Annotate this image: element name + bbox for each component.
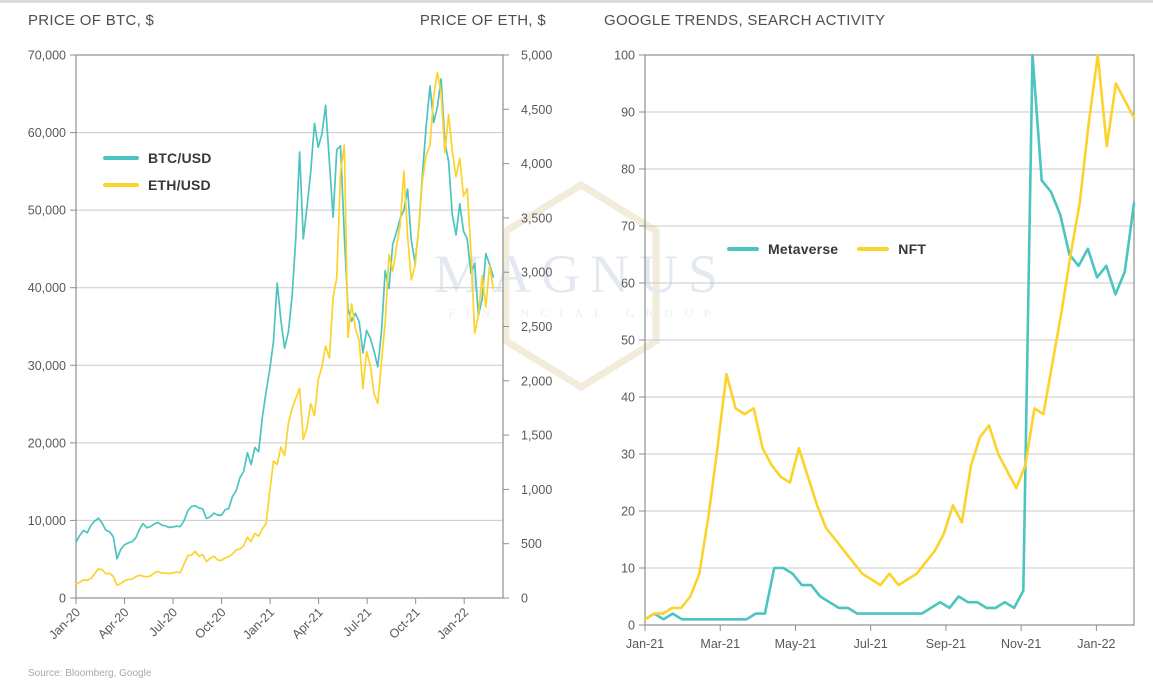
- secondary-y-axis-tick-label: 0: [521, 592, 528, 606]
- y-axis-tick-label: 30: [621, 448, 635, 462]
- x-axis-tick-label: Jan-20: [46, 605, 83, 642]
- y-axis-tick-label: 50,000: [28, 204, 66, 218]
- secondary-y-axis-tick-label: 2,000: [521, 374, 552, 388]
- y-axis-tick-label: 70: [621, 220, 635, 234]
- x-axis-tick-label: Jan-22: [434, 605, 471, 642]
- series-line-eth-usd: [75, 71, 495, 587]
- series-line-metaverse: [643, 53, 1136, 621]
- legend-swatch-icon: [857, 247, 890, 251]
- legend-swatch-icon: [103, 156, 139, 160]
- y-axis-tick-label: 90: [621, 106, 635, 120]
- series-line-nft: [643, 53, 1136, 621]
- magnus-hexagon-logo-icon: [502, 180, 660, 392]
- btc-eth-plot-area: 0 10,000 20,000 30,000 40,000 50,000 60,000 70,…: [28, 49, 553, 643]
- x-axis-tick-label: May-21: [775, 637, 817, 651]
- legend-item-nft: NFT: [857, 241, 926, 257]
- y-axis-tick-label: 30,000: [28, 359, 66, 373]
- secondary-y-axis-tick-label: 500: [521, 537, 542, 551]
- y-axis-tick-label: 60: [621, 277, 635, 291]
- x-axis-tick-label: Jul-20: [146, 605, 180, 639]
- plot-border: [644, 54, 1135, 626]
- y-axis-tick-label: 0: [628, 619, 635, 633]
- y-axis-tick-label: 20,000: [28, 436, 66, 450]
- secondary-y-axis-tick-label: 4,500: [521, 103, 552, 117]
- secondary-y-axis-tick-label: 3,000: [521, 266, 552, 280]
- x-axis-tick-label: Apr-21: [289, 605, 325, 641]
- legend-label: ETH/USD: [148, 177, 211, 193]
- google-trends-chart: GOOGLE TRENDS, SEARCH ACTIVITY 0 10 20 30 40…: [570, 0, 1153, 692]
- y-axis-tick-label: 40,000: [28, 281, 66, 295]
- btc-eth-price-chart: PRICE OF BTC, $ PRICE OF ETH, $ 0 10,000 2…: [0, 0, 570, 692]
- legend-item-eth-usd: ETH/USD: [103, 177, 212, 193]
- secondary-y-axis-tick-label: 1,000: [521, 483, 552, 497]
- legend-item-btc-usd: BTC/USD: [103, 150, 212, 166]
- legend-item-metaverse: Metaverse: [727, 241, 838, 257]
- x-axis-tick-label: Oct-21: [386, 605, 422, 641]
- plot-border: [75, 54, 504, 599]
- x-axis-tick-label: Jan-21: [240, 605, 277, 642]
- trends-plot-area: 0 10 20 30 40 50 60 70 80 90 100 Jan-21 Mar-21 May-21…: [614, 49, 1136, 651]
- btc-eth-legend: BTC/USD ETH/USD: [103, 150, 212, 193]
- secondary-y-axis-tick-label: 2,500: [521, 320, 552, 334]
- watermark-text: MAGNUS: [433, 244, 729, 304]
- trends-legend: Metaverse NFT: [727, 241, 926, 257]
- legend-label: BTC/USD: [148, 150, 212, 166]
- y-axis-tick-label: 70,000: [28, 49, 66, 63]
- y-axis-tick-label: 40: [621, 391, 635, 405]
- x-axis-tick-label: Jan-22: [1077, 637, 1115, 651]
- y-axis-tick-label: 60,000: [28, 126, 66, 140]
- x-axis-tick-label: Nov-21: [1001, 637, 1041, 651]
- y-axis-tick-label: 80: [621, 163, 635, 177]
- secondary-y-axis-tick-label: 5,000: [521, 49, 552, 63]
- window-top-edge: [0, 0, 1153, 3]
- x-axis-tick-label: Oct-20: [192, 605, 228, 641]
- x-axis-tick-label: Mar-21: [700, 637, 740, 651]
- y-axis-tick-label: 20: [621, 505, 635, 519]
- legend-swatch-icon: [103, 183, 139, 187]
- legend-label: Metaverse: [768, 241, 839, 257]
- source-note: Source: Bloomberg, Google: [28, 668, 152, 679]
- secondary-y-axis-tick-label: 3,500: [521, 211, 552, 225]
- x-axis-tick-label: Jul-21: [854, 637, 888, 651]
- series-line-btc-usd: [75, 78, 495, 560]
- secondary-y-axis-tick-label: 4,000: [521, 157, 552, 171]
- secondary-y-axis-tick-label: 1,500: [521, 429, 552, 443]
- legend-label: NFT: [898, 241, 927, 257]
- y-axis-tick-label: 100: [614, 49, 635, 63]
- eth-axis-title: PRICE OF ETH, $: [419, 12, 546, 29]
- trends-chart-title: GOOGLE TRENDS, SEARCH ACTIVITY: [604, 12, 886, 29]
- x-axis-tick-label: Jan-21: [626, 637, 664, 651]
- x-axis-tick-label: Jul-21: [340, 605, 374, 639]
- y-axis-tick-label: 50: [621, 334, 635, 348]
- y-axis-tick-label: 0: [59, 592, 66, 606]
- x-axis-tick-label: Apr-20: [95, 605, 131, 641]
- btc-axis-title: PRICE OF BTC, $: [28, 12, 155, 29]
- y-axis-tick-label: 10,000: [28, 514, 66, 528]
- x-axis-tick-label: Sep-21: [926, 637, 966, 651]
- y-axis-tick-label: 10: [621, 562, 635, 576]
- legend-swatch-icon: [727, 247, 759, 251]
